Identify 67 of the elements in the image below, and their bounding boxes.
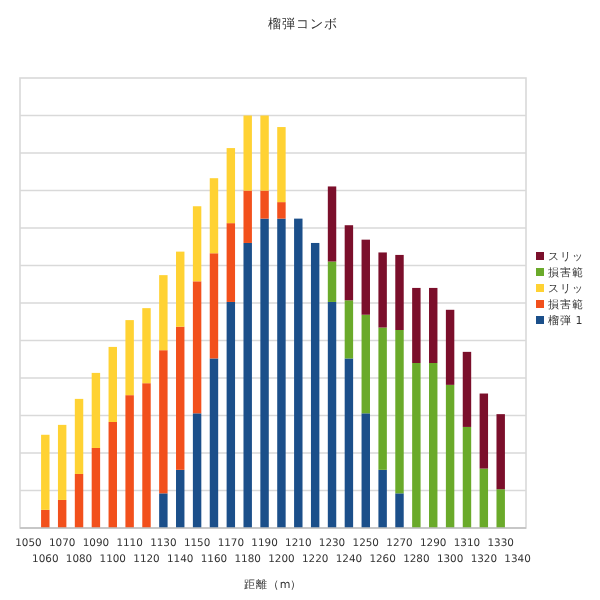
bar: [192, 413, 202, 528]
bar: [226, 223, 236, 302]
bar: [412, 287, 421, 363]
bar: [277, 127, 286, 203]
bar: [395, 330, 404, 494]
bar: [243, 242, 252, 528]
bar: [344, 300, 354, 359]
bar: [445, 384, 455, 528]
bar: [108, 346, 117, 422]
bar: [209, 178, 219, 254]
bar: [243, 115, 252, 191]
bar: [344, 358, 354, 528]
bar: [192, 206, 202, 282]
bar: [57, 499, 67, 528]
bar: [226, 301, 236, 528]
bar: [412, 363, 421, 528]
bar: [395, 254, 404, 330]
bar: [462, 426, 472, 528]
bar: [277, 202, 286, 219]
bar: [479, 393, 489, 469]
bar: [327, 186, 337, 262]
bar: [327, 301, 337, 528]
bar: [226, 148, 236, 224]
bar: [496, 414, 505, 490]
bar: [125, 320, 134, 396]
bar: [361, 239, 370, 315]
bar: [142, 383, 151, 528]
bar: [176, 469, 185, 528]
bar: [344, 225, 354, 301]
bar: [260, 115, 269, 191]
bar: [209, 358, 219, 528]
bar: [159, 493, 168, 528]
bar: [277, 218, 286, 528]
bar: [74, 473, 84, 528]
bar: [310, 242, 320, 528]
bar: [142, 308, 151, 384]
bar: [91, 447, 101, 528]
bar: [361, 413, 370, 528]
bar: [462, 351, 472, 427]
bar: [159, 275, 168, 351]
bar: [395, 493, 404, 528]
bar: [445, 309, 455, 385]
bar: [294, 218, 303, 528]
bar: [108, 421, 117, 528]
bar: [74, 398, 84, 474]
bar: [496, 489, 505, 528]
bar: [41, 434, 50, 510]
bar: [260, 218, 269, 528]
bar: [57, 424, 67, 500]
bar: [479, 468, 489, 528]
bar: [327, 261, 337, 302]
bar: [378, 469, 387, 528]
bar: [209, 253, 219, 359]
bar: [41, 509, 50, 528]
bar: [361, 314, 370, 414]
bar: [260, 190, 269, 219]
bar: [91, 372, 101, 448]
bar: [125, 395, 134, 528]
bar: [176, 326, 185, 470]
bar: [159, 350, 168, 494]
bar: [378, 327, 387, 470]
bar: [429, 287, 438, 363]
bar: [429, 363, 438, 528]
bar: [243, 190, 252, 243]
bar: [176, 251, 185, 327]
bar: [378, 252, 387, 328]
bar: [192, 281, 202, 414]
